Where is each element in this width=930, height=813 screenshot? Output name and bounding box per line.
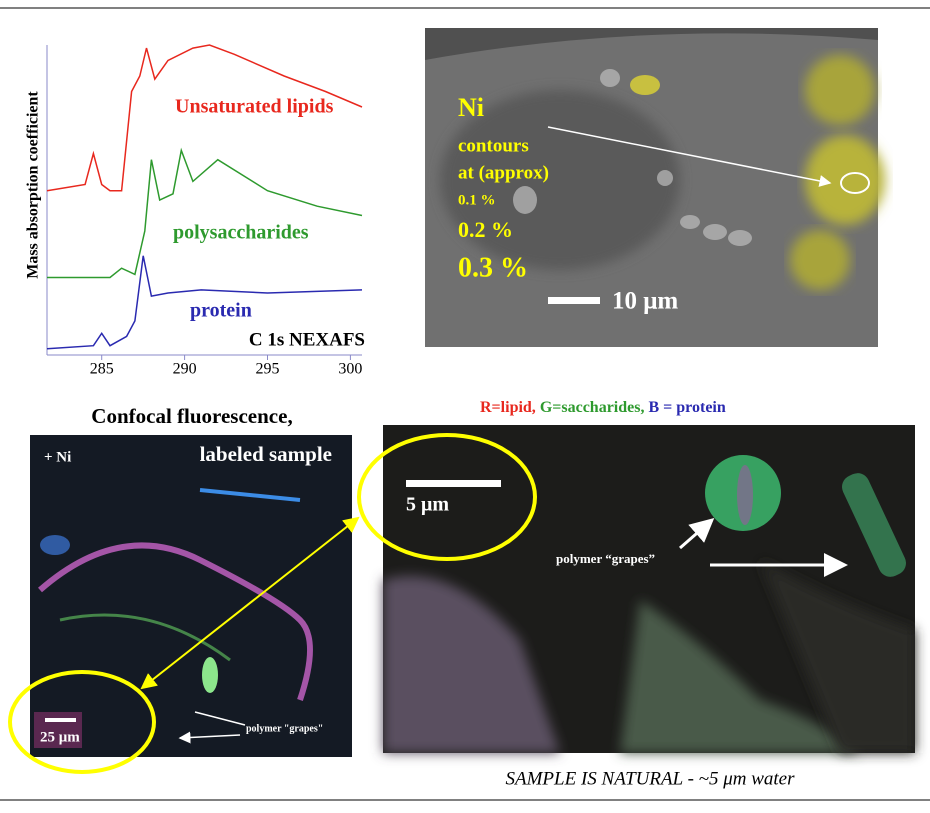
confocal-tag: + Ni: [44, 449, 71, 465]
series-label: protein: [190, 300, 252, 322]
confocal-subtitle: labeled sample: [200, 442, 332, 466]
highlight: [8, 670, 156, 774]
ni-line: contours: [458, 135, 529, 156]
natural-scale: 5 μm: [406, 494, 449, 516]
ni-title: Ni: [458, 93, 484, 122]
caption-protein: B = protein: [648, 399, 725, 416]
caption-saccharides: G=saccharides,: [540, 399, 645, 416]
x-tick-label: 290: [173, 361, 197, 378]
caption: R=lipid, G=saccharides, B = protein: [480, 399, 726, 416]
caption-lipid: R=lipid,: [480, 399, 536, 416]
ni-map: [425, 28, 885, 347]
series-line: [46, 44, 363, 192]
series-line: [47, 147, 363, 279]
confocal-title: Confocal fluorescence,: [91, 404, 292, 428]
natural-image: [383, 425, 915, 753]
confocal-scale: 25 μm: [40, 729, 80, 745]
ni-line: 0.3 %: [458, 252, 528, 283]
series-line: [46, 255, 363, 350]
natural-pointer: polymer “grapes”: [556, 551, 655, 566]
footer: SAMPLE IS NATURAL - ~5 μm water: [506, 768, 796, 789]
y-axis-label: Mass absorption coefficient: [25, 91, 42, 279]
series-label: polysaccharides: [173, 222, 309, 244]
ni-scale: 10 μm: [612, 288, 678, 315]
x-tick-label: 285: [90, 361, 114, 378]
ni-line: at (approx): [458, 162, 549, 183]
series-label: Unsaturated lipids: [175, 96, 334, 118]
x-tick-label: 300: [338, 361, 362, 378]
chart: Mass absorption coefficient C 1s NEXAFS …: [25, 44, 365, 378]
link-arrow: [140, 516, 360, 690]
annotation: C 1s NEXAFS: [249, 329, 365, 350]
confocal-image: [30, 435, 352, 757]
x-tick-label: 295: [256, 361, 280, 378]
ni-line: 0.2 %: [458, 217, 513, 242]
confocal-pointer: polymer "grapes": [246, 723, 323, 734]
highlight: [357, 433, 537, 561]
ni-line: 0.1 %: [458, 192, 496, 208]
